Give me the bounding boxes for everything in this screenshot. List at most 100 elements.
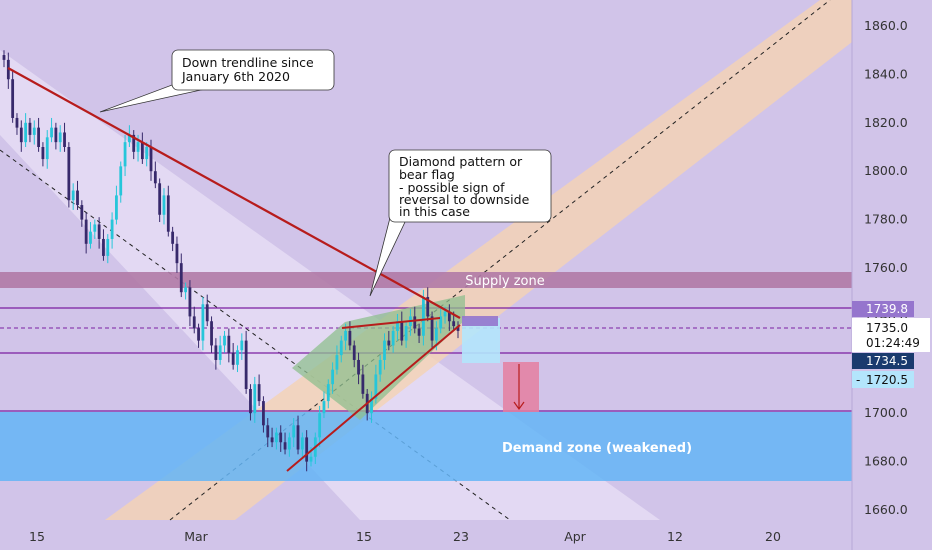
projection-arrow-head: [462, 316, 498, 326]
candle-body: [58, 132, 62, 143]
down-channel-midline: [0, 149, 511, 521]
candle-body: [192, 316, 196, 329]
down-trendline: [7, 67, 461, 319]
candle-body: [145, 147, 149, 160]
candle-body: [370, 398, 373, 414]
callout-trendline-text: Down trendline since January 6th 2020: [181, 55, 318, 84]
y-tick-label: 1820.0: [864, 115, 908, 130]
candle-body: [110, 219, 114, 239]
candle-body: [434, 328, 438, 341]
candle-body: [331, 369, 335, 385]
candle-body: [214, 345, 218, 360]
candle-body: [210, 321, 213, 346]
candle-body: [456, 326, 460, 331]
candle-body: [335, 355, 339, 370]
x-tick-label: 23: [453, 529, 469, 544]
candle-body: [249, 389, 252, 414]
candle-body: [171, 231, 175, 244]
candle-body: [374, 374, 378, 399]
candle-body: [396, 321, 399, 331]
candle-body: [348, 330, 352, 346]
candle-body: [15, 117, 19, 128]
candle-body: [102, 238, 105, 256]
candle-body: [257, 384, 261, 402]
candle-body: [452, 321, 456, 327]
x-tick-label: 15: [29, 529, 45, 544]
candle-body: [447, 311, 451, 322]
target-box: [503, 362, 539, 412]
callout-diamond-line-1: Diamond pattern or: [399, 154, 523, 169]
x-tick-label: Mar: [184, 529, 208, 544]
price-tag-current: 1735.0: [866, 321, 908, 335]
target-arrow-head: [513, 401, 525, 411]
y-tick-label: 1760.0: [864, 260, 908, 275]
supply-zone: [0, 272, 852, 288]
candle-body: [391, 330, 395, 346]
flag-resistance-line: [341, 317, 441, 329]
candle-body: [97, 224, 101, 239]
candle-body: [344, 330, 347, 341]
candle-body: [413, 316, 417, 329]
candle-body: [175, 243, 179, 264]
candle-body: [266, 425, 270, 438]
bear-flag-pattern: [292, 295, 465, 420]
candle-body: [292, 425, 296, 438]
candle-body: [201, 304, 205, 341]
callout-diamond-line-2: bear flag: [399, 167, 455, 182]
y-tick-label: 1860.0: [864, 18, 908, 33]
candle-body: [50, 127, 53, 138]
price-tag-target: 1720.5: [866, 373, 908, 387]
flag-support-trendline: [286, 324, 461, 472]
candle-body: [357, 359, 360, 375]
candle-body: [283, 442, 287, 450]
x-tick-label: 12: [667, 529, 683, 544]
callout-diamond: [388, 149, 552, 223]
candles: [2, 50, 460, 472]
candle-body: [205, 304, 209, 322]
candle-body: [162, 195, 166, 215]
price-tag-low: 1734.5: [866, 354, 908, 368]
candle-body: [123, 142, 127, 167]
candle-body: [439, 316, 443, 329]
candle-body: [253, 384, 257, 414]
candle-body: [115, 195, 118, 220]
candle-body: [296, 425, 300, 450]
candle-body: [275, 432, 278, 443]
candle-body: [227, 335, 231, 353]
candle-body: [11, 79, 15, 118]
callout-diamond-text: Diamond pattern or bear flag - possible …: [399, 154, 533, 219]
candle-body: [309, 456, 313, 462]
candle-body: [300, 437, 304, 450]
candle-body: [188, 287, 192, 317]
x-axis-ticks: 15 Mar 15 23 Apr 12 20: [29, 529, 781, 544]
candle-body: [149, 147, 153, 172]
candle-body: [318, 413, 322, 438]
candle-body: [54, 127, 58, 143]
y-tick-label: 1840.0: [864, 66, 908, 81]
candle-body: [2, 55, 6, 60]
candle-body: [184, 287, 187, 293]
callout-trendline-line-2: January 6th 2020: [181, 69, 290, 84]
candle-body: [41, 147, 45, 160]
candle-body: [244, 340, 248, 389]
candle-body: [231, 352, 235, 365]
candle-body: [417, 328, 421, 336]
candle-body: [19, 127, 23, 143]
candle-body: [136, 142, 140, 152]
callout-diamond-line-4: reversal to downside: [399, 192, 530, 207]
candle-body: [45, 137, 49, 160]
price-axis: [852, 0, 932, 550]
candle-body: [158, 183, 162, 215]
candle-body: [430, 316, 434, 341]
candle-body: [140, 142, 144, 160]
candle-body: [179, 263, 183, 293]
candle-body: [84, 219, 88, 244]
candle-body: [240, 340, 244, 351]
candle-body: [80, 205, 84, 220]
price-tag-high: 1739.8: [866, 302, 908, 316]
candle-body: [119, 166, 123, 196]
candle-body: [361, 374, 365, 394]
price-countdown: 01:24:49: [866, 336, 920, 350]
candle-body: [352, 345, 356, 360]
